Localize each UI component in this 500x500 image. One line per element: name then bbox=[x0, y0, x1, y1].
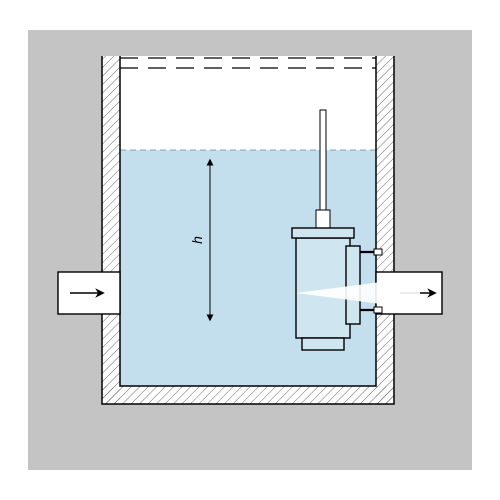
dimension-label: h bbox=[189, 236, 205, 244]
device-top-plate bbox=[292, 228, 354, 238]
tank-diagram: h bbox=[0, 0, 500, 500]
device-rod bbox=[320, 110, 326, 210]
device-rod-cap bbox=[316, 210, 330, 228]
inlet-pipe bbox=[58, 272, 120, 314]
hatch-left bbox=[102, 56, 120, 404]
device-flange bbox=[346, 246, 360, 324]
hatch-right bbox=[376, 56, 394, 404]
device-seat bbox=[302, 338, 344, 350]
hatch-bottom bbox=[102, 386, 394, 404]
diagram-container: h bbox=[0, 0, 500, 500]
tank-interior-air bbox=[120, 56, 376, 150]
